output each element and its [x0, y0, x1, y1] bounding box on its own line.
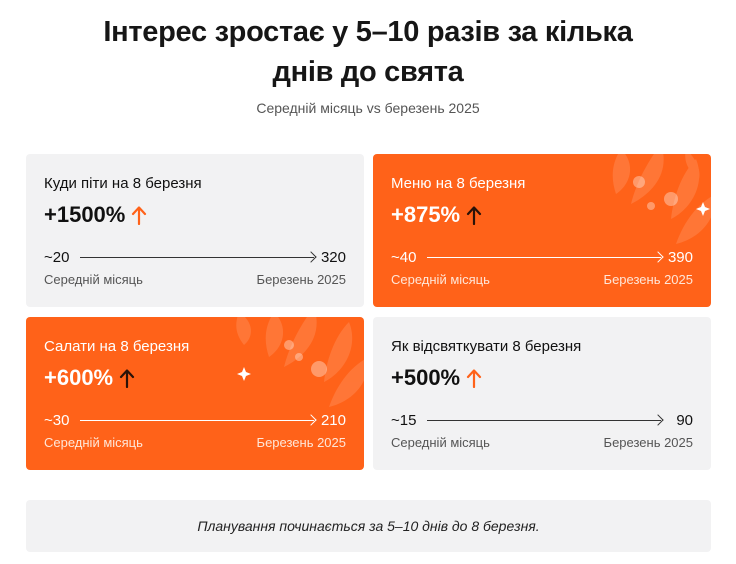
- leaf-branch-decoration-icon: [236, 317, 364, 407]
- comparison-arrow-line: [80, 257, 314, 258]
- march-2025-value: 390: [667, 249, 693, 266]
- march-2025-caption: Березень 2025: [256, 435, 346, 450]
- average-month-value: ~30: [44, 412, 70, 429]
- march-2025-caption: Березень 2025: [603, 272, 693, 287]
- arrow-up-icon: [467, 206, 482, 225]
- leaf-branch-decoration-icon: [612, 154, 711, 244]
- march-2025-caption: Березень 2025: [256, 272, 346, 287]
- footer-note-text: Планування починається за 5–10 днів до 8…: [197, 518, 540, 534]
- card-growth-value: +875%: [391, 202, 482, 228]
- card-title: Куди піти на 8 березня: [44, 175, 202, 192]
- comparison-arrow-line: [427, 420, 661, 421]
- average-month-caption: Середній місяць: [44, 272, 143, 287]
- card-how-to-celebrate: Як відсвяткувати 8 березня +500% ~15 90 …: [373, 317, 711, 470]
- card-title: Салати на 8 березня: [44, 338, 190, 355]
- footer-note: Планування починається за 5–10 днів до 8…: [26, 500, 711, 552]
- page-title: Інтерес зростає у 5–10 разів за кілька д…: [0, 12, 736, 92]
- comparison-arrow-line: [80, 420, 314, 421]
- growth-percent: +875%: [391, 202, 461, 227]
- march-2025-caption: Березень 2025: [603, 435, 693, 450]
- card-title: Меню на 8 березня: [391, 175, 526, 192]
- card-growth-value: +1500%: [44, 202, 147, 228]
- average-month-value: ~40: [391, 249, 417, 266]
- card-where-to-go: Куди піти на 8 березня +1500% ~20 320 Се…: [26, 154, 364, 307]
- comparison-arrow-line: [427, 257, 661, 258]
- arrow-up-icon: [120, 369, 135, 388]
- growth-percent: +500%: [391, 365, 461, 390]
- card-menu: Меню на 8 березня +875% ~40 390 Середній…: [373, 154, 711, 307]
- growth-percent: +1500%: [44, 202, 126, 227]
- march-2025-value: 90: [676, 412, 693, 429]
- card-growth-value: +500%: [391, 365, 482, 391]
- march-2025-value: 320: [320, 249, 346, 266]
- page-title-line-2: днів до свята: [272, 56, 464, 88]
- card-title: Як відсвяткувати 8 березня: [391, 338, 582, 355]
- card-growth-value: +600%: [44, 365, 135, 391]
- average-month-caption: Середній місяць: [391, 272, 490, 287]
- page-title-line-1: Інтерес зростає у 5–10 разів за кілька: [103, 16, 633, 48]
- card-salads: Салати на 8 березня +600% ~30 210 Середн…: [26, 317, 364, 470]
- average-month-value: ~15: [391, 412, 417, 429]
- average-month-value: ~20: [44, 249, 70, 266]
- arrow-up-icon: [467, 369, 482, 388]
- average-month-caption: Середній місяць: [391, 435, 490, 450]
- arrow-up-icon: [132, 206, 147, 225]
- average-month-caption: Середній місяць: [44, 435, 143, 450]
- growth-percent: +600%: [44, 365, 114, 390]
- march-2025-value: 210: [320, 412, 346, 429]
- page-subtitle: Середній місяць vs березень 2025: [256, 100, 480, 116]
